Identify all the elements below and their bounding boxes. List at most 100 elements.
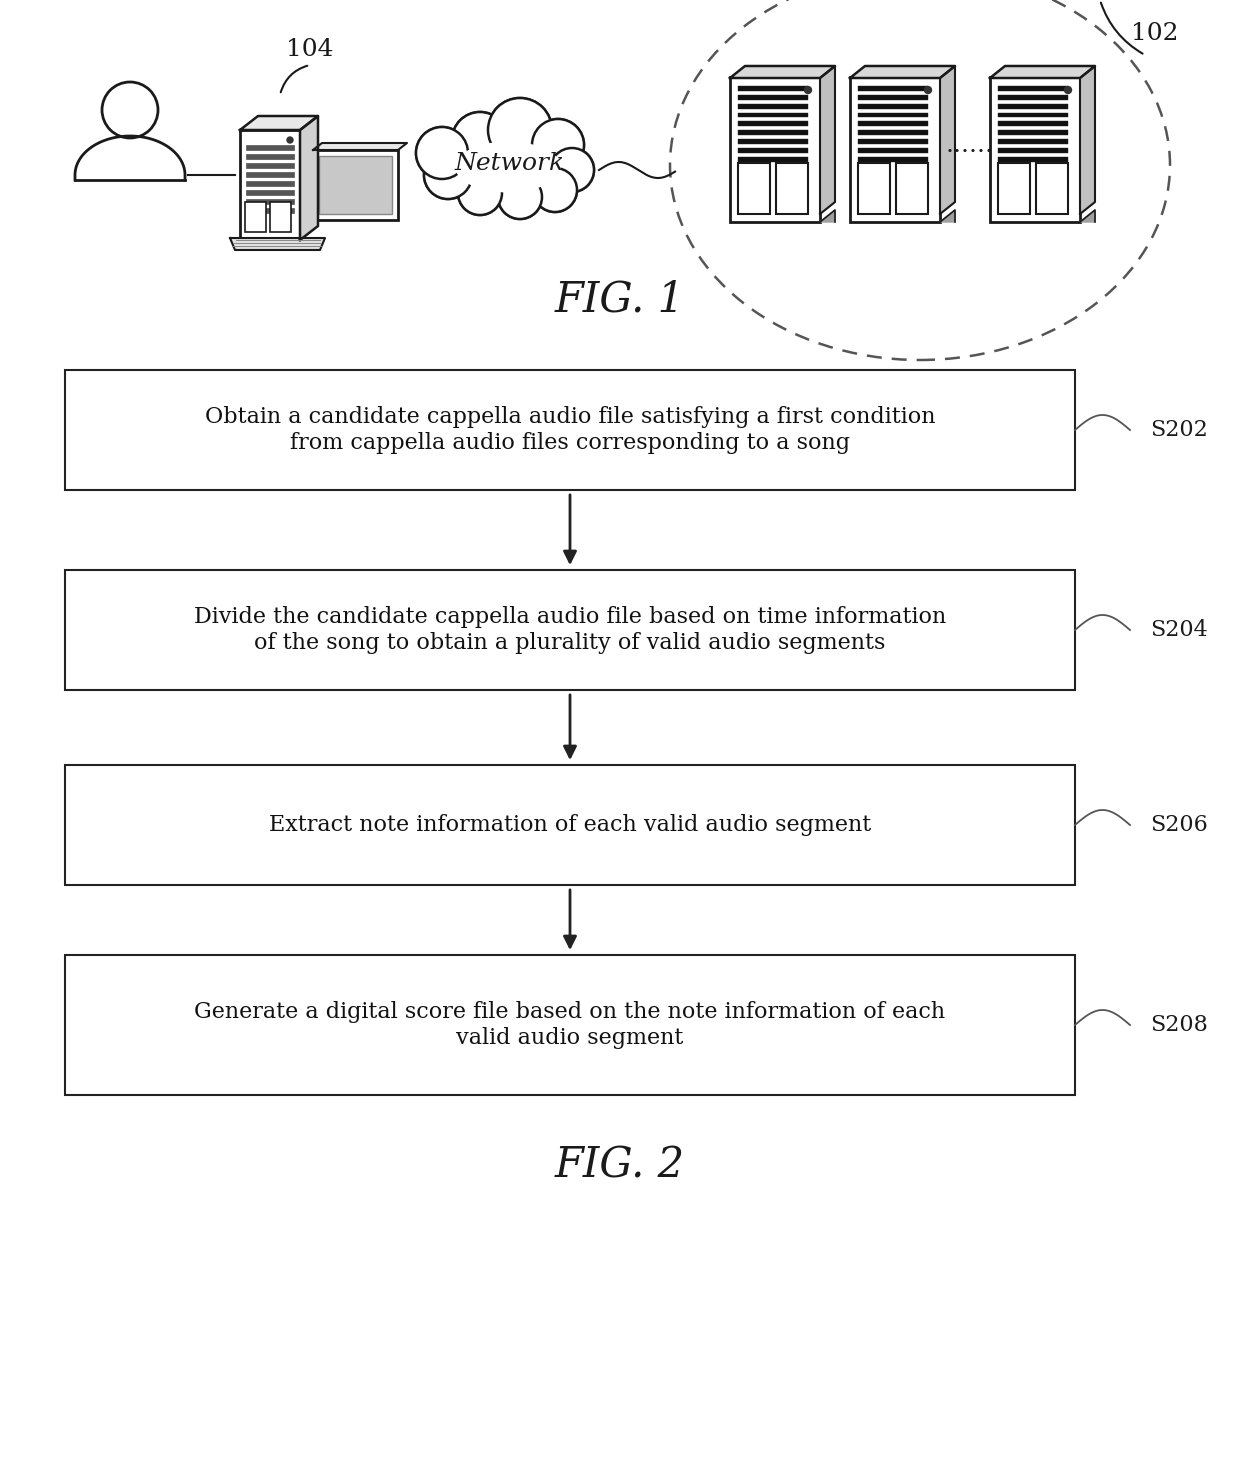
FancyBboxPatch shape (241, 130, 300, 240)
Circle shape (489, 98, 552, 163)
Circle shape (425, 152, 471, 198)
FancyBboxPatch shape (738, 148, 808, 152)
FancyBboxPatch shape (998, 104, 1068, 108)
Polygon shape (730, 66, 835, 78)
Text: FIG. 1: FIG. 1 (556, 278, 684, 321)
Circle shape (458, 171, 502, 215)
Circle shape (534, 168, 577, 211)
Ellipse shape (448, 133, 568, 201)
FancyBboxPatch shape (858, 104, 928, 108)
Ellipse shape (456, 142, 560, 192)
FancyBboxPatch shape (319, 155, 392, 214)
Circle shape (459, 171, 501, 214)
FancyBboxPatch shape (897, 163, 928, 214)
FancyBboxPatch shape (998, 139, 1068, 144)
FancyBboxPatch shape (858, 122, 928, 126)
Circle shape (498, 174, 542, 218)
Polygon shape (820, 209, 835, 223)
FancyBboxPatch shape (738, 122, 808, 126)
Circle shape (498, 176, 541, 218)
Text: S208: S208 (1149, 1014, 1208, 1036)
Text: S202: S202 (1149, 419, 1208, 441)
Circle shape (551, 148, 594, 192)
FancyBboxPatch shape (1035, 163, 1068, 214)
FancyBboxPatch shape (64, 570, 1075, 690)
Circle shape (533, 120, 583, 170)
Circle shape (532, 119, 584, 171)
FancyBboxPatch shape (858, 139, 928, 144)
FancyBboxPatch shape (246, 202, 267, 231)
Polygon shape (940, 66, 955, 214)
Circle shape (1064, 86, 1071, 94)
FancyBboxPatch shape (64, 371, 1075, 489)
FancyBboxPatch shape (738, 157, 808, 161)
Circle shape (533, 168, 577, 212)
FancyBboxPatch shape (858, 130, 928, 135)
Circle shape (551, 148, 594, 192)
Circle shape (489, 98, 552, 163)
FancyBboxPatch shape (998, 95, 1068, 100)
FancyBboxPatch shape (990, 78, 1080, 223)
Circle shape (417, 127, 467, 179)
FancyBboxPatch shape (998, 130, 1068, 135)
Circle shape (453, 113, 507, 167)
Polygon shape (312, 144, 407, 149)
FancyBboxPatch shape (738, 130, 808, 135)
Circle shape (489, 100, 551, 161)
Circle shape (805, 86, 811, 94)
Circle shape (453, 111, 508, 168)
Text: Divide the candidate cappella audio file based on time information
of the song t: Divide the candidate cappella audio file… (193, 607, 946, 653)
Circle shape (458, 171, 502, 215)
Text: FIG. 2: FIG. 2 (556, 1144, 684, 1187)
Ellipse shape (446, 126, 574, 204)
Text: S204: S204 (1149, 620, 1208, 642)
Circle shape (286, 138, 293, 144)
FancyBboxPatch shape (858, 163, 890, 214)
FancyBboxPatch shape (246, 171, 294, 177)
Polygon shape (1080, 209, 1095, 223)
FancyBboxPatch shape (312, 149, 398, 220)
Polygon shape (229, 237, 325, 251)
FancyBboxPatch shape (738, 113, 808, 117)
FancyBboxPatch shape (998, 157, 1068, 161)
Polygon shape (241, 116, 317, 130)
FancyBboxPatch shape (998, 163, 1030, 214)
Text: Extract note information of each valid audio segment: Extract note information of each valid a… (269, 815, 872, 837)
FancyBboxPatch shape (246, 163, 294, 168)
FancyBboxPatch shape (64, 955, 1075, 1094)
FancyBboxPatch shape (738, 95, 808, 100)
Circle shape (551, 149, 593, 190)
FancyBboxPatch shape (246, 182, 294, 186)
Polygon shape (820, 66, 835, 214)
FancyBboxPatch shape (64, 765, 1075, 885)
FancyBboxPatch shape (738, 104, 808, 108)
FancyBboxPatch shape (858, 113, 928, 117)
Circle shape (532, 119, 584, 171)
FancyArrowPatch shape (280, 66, 308, 92)
Circle shape (424, 151, 472, 199)
Text: 104: 104 (286, 38, 334, 62)
FancyBboxPatch shape (730, 78, 820, 223)
FancyBboxPatch shape (738, 139, 808, 144)
Circle shape (925, 86, 931, 94)
FancyBboxPatch shape (246, 199, 294, 204)
FancyBboxPatch shape (776, 163, 808, 214)
FancyBboxPatch shape (270, 202, 291, 231)
Polygon shape (1080, 66, 1095, 214)
FancyBboxPatch shape (246, 154, 294, 160)
Text: Network: Network (455, 151, 565, 174)
FancyBboxPatch shape (246, 145, 294, 149)
FancyBboxPatch shape (738, 163, 770, 214)
Text: ......: ...... (946, 133, 994, 157)
FancyBboxPatch shape (738, 86, 808, 91)
Polygon shape (849, 66, 955, 78)
Polygon shape (300, 116, 317, 240)
FancyBboxPatch shape (998, 148, 1068, 152)
Polygon shape (940, 209, 955, 223)
Circle shape (498, 174, 542, 218)
Circle shape (533, 168, 577, 212)
FancyBboxPatch shape (998, 86, 1068, 91)
Circle shape (453, 111, 508, 168)
Polygon shape (990, 66, 1095, 78)
FancyBboxPatch shape (998, 122, 1068, 126)
